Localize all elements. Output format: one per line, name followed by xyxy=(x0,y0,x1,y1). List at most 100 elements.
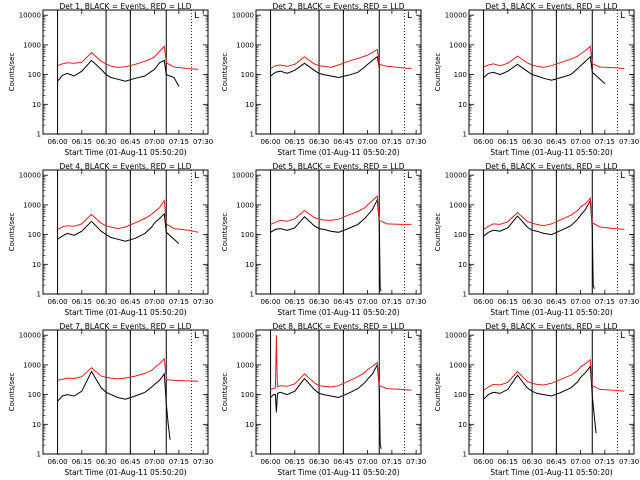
x-tick-label: 07:00 xyxy=(571,458,591,466)
x-tick-label: 07:15 xyxy=(169,138,189,146)
series-lld-line xyxy=(483,45,625,70)
x-tick-label: 06:15 xyxy=(498,138,518,146)
x-tick-label: 06:00 xyxy=(47,298,67,306)
y-tick-label: 10 xyxy=(32,101,41,109)
x-tick-label: 07:00 xyxy=(358,138,378,146)
x-tick-label: 06:00 xyxy=(47,458,67,466)
y-tick-label: 10000 xyxy=(232,172,254,180)
series-events-line xyxy=(270,197,382,292)
legend-mark: L xyxy=(620,331,625,341)
series-lld-line xyxy=(57,199,199,233)
x-tick-label: 07:15 xyxy=(595,138,615,146)
y-tick-label: 100 xyxy=(28,231,41,239)
series-lld-line xyxy=(483,196,625,230)
series-lld-line xyxy=(57,357,199,382)
plot-frame xyxy=(255,169,422,295)
series-lld-line xyxy=(57,45,199,70)
legend-mark: L xyxy=(194,171,199,181)
x-tick-label: 06:00 xyxy=(260,298,280,306)
y-tick-label: 1000 xyxy=(236,41,254,49)
y-tick-label: 1 xyxy=(37,131,41,139)
x-tick-label: 06:30 xyxy=(522,298,542,306)
x-axis-label: Start Time (01-Aug-11 05:50:20) xyxy=(490,468,612,477)
y-axis-label: Counts/sec xyxy=(8,373,16,412)
x-tick-label: 07:15 xyxy=(595,298,615,306)
chart-title: Det 3, BLACK = Events, RED = LLD xyxy=(485,2,617,11)
x-tick-label: 06:15 xyxy=(285,138,305,146)
y-axis-label: Counts/sec xyxy=(434,373,442,412)
y-tick-label: 1 xyxy=(463,291,467,299)
x-tick-label: 07:15 xyxy=(169,458,189,466)
series-lld-line xyxy=(483,358,625,392)
series-events-line xyxy=(483,364,597,434)
y-tick-label: 100 xyxy=(241,231,254,239)
y-tick-label: 1000 xyxy=(449,361,467,369)
plot-frame xyxy=(468,329,635,455)
series-events-line xyxy=(57,59,180,87)
x-tick-label: 07:30 xyxy=(406,298,426,306)
x-axis-label: Start Time (01-Aug-11 05:50:20) xyxy=(277,308,399,317)
y-tick-label: 1 xyxy=(37,291,41,299)
x-tick-label: 07:30 xyxy=(406,138,426,146)
x-tick-label: 07:00 xyxy=(145,298,165,306)
chart-title: Det 9, BLACK = Events, RED = LLD xyxy=(485,322,617,331)
y-tick-label: 1000 xyxy=(23,361,41,369)
y-tick-label: 10000 xyxy=(445,332,467,340)
plot-frame xyxy=(42,9,209,135)
x-axis-label: Start Time (01-Aug-11 05:50:20) xyxy=(490,148,612,157)
chart-panel-4: 06:00 06:15 06:30 06:45 07:00 07:15 07:30 1 10 10… xyxy=(8,162,213,317)
y-tick-label: 1 xyxy=(250,131,254,139)
series-events-line xyxy=(270,363,382,449)
y-tick-label: 100 xyxy=(454,71,467,79)
x-tick-label: 07:30 xyxy=(619,458,639,466)
x-tick-label: 07:00 xyxy=(571,138,591,146)
y-tick-label: 100 xyxy=(28,391,41,399)
x-tick-label: 06:00 xyxy=(47,138,67,146)
x-tick-label: 06:30 xyxy=(309,458,329,466)
x-tick-label: 07:15 xyxy=(169,298,189,306)
x-tick-label: 06:30 xyxy=(96,298,116,306)
x-tick-label: 07:15 xyxy=(382,138,402,146)
y-tick-label: 10000 xyxy=(232,332,254,340)
y-tick-label: 1 xyxy=(37,451,41,459)
series-events-line xyxy=(57,212,180,244)
x-tick-label: 06:45 xyxy=(546,138,566,146)
x-tick-label: 07:00 xyxy=(571,298,591,306)
y-tick-label: 100 xyxy=(241,71,254,79)
y-tick-label: 10 xyxy=(245,101,254,109)
legend-mark: L xyxy=(407,11,412,21)
y-tick-label: 10 xyxy=(458,421,467,429)
x-tick-label: 06:45 xyxy=(120,298,140,306)
y-axis-label: Counts/sec xyxy=(221,53,229,92)
x-tick-label: 07:00 xyxy=(358,458,378,466)
y-tick-label: 10000 xyxy=(19,12,41,20)
y-axis-label: Counts/sec xyxy=(434,213,442,252)
y-tick-label: 1000 xyxy=(236,201,254,209)
legend-mark: L xyxy=(407,171,412,181)
x-tick-label: 06:15 xyxy=(285,458,305,466)
x-axis-label: Start Time (01-Aug-11 05:50:20) xyxy=(64,308,186,317)
x-tick-label: 06:30 xyxy=(522,138,542,146)
y-tick-label: 1 xyxy=(250,451,254,459)
y-tick-label: 1000 xyxy=(449,201,467,209)
x-tick-label: 07:30 xyxy=(193,298,213,306)
y-tick-label: 100 xyxy=(454,391,467,399)
x-tick-label: 06:15 xyxy=(285,298,305,306)
y-axis-label: Counts/sec xyxy=(8,213,16,252)
x-tick-label: 06:00 xyxy=(473,298,493,306)
y-tick-label: 1000 xyxy=(449,41,467,49)
x-tick-label: 07:15 xyxy=(382,458,402,466)
chart-title: Det 8, BLACK = Events, RED = LLD xyxy=(272,322,404,331)
x-tick-label: 06:00 xyxy=(260,138,280,146)
x-tick-label: 06:45 xyxy=(333,458,353,466)
x-tick-label: 06:30 xyxy=(309,138,329,146)
legend-mark: L xyxy=(620,11,625,21)
y-tick-label: 1000 xyxy=(236,361,254,369)
y-axis-label: Counts/sec xyxy=(434,53,442,92)
x-tick-label: 06:45 xyxy=(546,458,566,466)
x-axis-label: Start Time (01-Aug-11 05:50:20) xyxy=(64,148,186,157)
x-tick-label: 06:00 xyxy=(260,458,280,466)
y-tick-label: 100 xyxy=(454,231,467,239)
chart-panel-5: 06:00 06:15 06:30 06:45 07:00 07:15 07:30 1 10 10… xyxy=(221,162,426,317)
